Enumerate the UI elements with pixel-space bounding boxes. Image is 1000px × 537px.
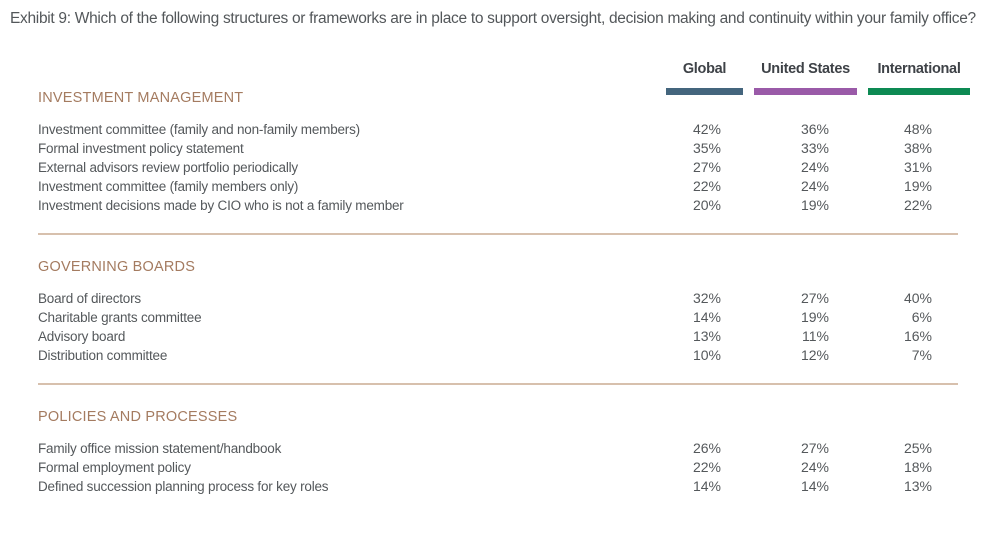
table-row: Advisory board 13% 11% 16% [38,327,970,346]
table-row: Charitable grants committee 14% 19% 6% [38,308,970,327]
section-governing-boards: GOVERNING BOARDS Board of directors 32% … [38,259,970,365]
column-header-row: Global United States International [38,60,970,95]
value-cell-united-states: 19% [800,308,829,325]
value-cell-international: 7% [911,346,932,363]
row-label: Formal investment policy statement [38,140,244,156]
row-label: Charitable grants committee [38,309,202,325]
value-cell-global: 27% [692,158,721,175]
section-heading: GOVERNING BOARDS [38,258,196,275]
value-cell-international: 19% [903,177,932,194]
row-label: External advisors review portfolio perio… [38,159,298,175]
international-underline-bar [868,87,970,95]
column-label-global: Global [682,60,727,77]
value-cell-united-states: 11% [802,327,829,344]
row-label: Distribution committee [38,347,168,363]
row-label: Family office mission statement/handbook [38,440,282,456]
value-cell-international: 38% [903,139,932,156]
table-row: Investment committee (family members onl… [38,177,970,196]
value-cell-global: 13% [692,327,721,344]
value-cell-global: 42% [692,120,721,137]
global-underline-bar [666,87,743,95]
section-investment-management: INVESTMENT MANAGEMENT Investment committ… [38,90,970,215]
section-heading: POLICIES AND PROCESSES [38,408,238,425]
value-cell-united-states: 24% [800,458,829,475]
column-header-united-states: United States [754,60,857,95]
table-row: External advisors review portfolio perio… [38,158,970,177]
value-cell-global: 26% [692,439,721,456]
value-cell-global: 14% [692,308,721,325]
value-cell-united-states: 12% [800,346,829,363]
value-cell-united-states: 24% [800,158,829,175]
section-heading: INVESTMENT MANAGEMENT [38,89,244,106]
table-row: Investment committee (family and non-fam… [38,120,970,139]
value-cell-international: 6% [911,308,932,325]
value-cell-global: 22% [692,177,721,194]
row-label: Advisory board [38,328,126,344]
column-header-global: Global [666,60,743,95]
section-divider [38,382,958,385]
row-label: Formal employment policy [38,459,191,475]
table-row: Distribution committee 10% 12% 7% [38,346,970,365]
value-cell-global: 32% [692,289,721,306]
table-row: Family office mission statement/handbook… [38,439,970,458]
column-label-international: International [877,60,961,77]
exhibit-table: Global United States International INVES… [0,60,1000,496]
value-cell-international: 31% [903,158,932,175]
row-label: Investment committee (family members onl… [38,178,299,194]
row-label: Investment committee (family and non-fam… [38,121,360,137]
value-cell-international: 16% [903,327,932,344]
value-cell-united-states: 27% [800,289,829,306]
value-cell-global: 22% [692,458,721,475]
value-cell-international: 40% [903,289,932,306]
value-cell-united-states: 24% [800,177,829,194]
value-cell-united-states: 36% [800,120,829,137]
value-cell-international: 13% [903,477,932,494]
table-row: Defined succession planning process for … [38,477,970,496]
row-label: Defined succession planning process for … [38,478,329,494]
column-header-international: International [868,60,970,95]
value-cell-global: 20% [692,196,721,213]
value-cell-united-states: 19% [800,196,829,213]
table-row: Formal employment policy 22% 24% 18% [38,458,970,477]
column-label-united-states: United States [761,60,850,77]
united-states-underline-bar [754,87,857,95]
table-row: Investment decisions made by CIO who is … [38,196,970,215]
row-label: Board of directors [38,290,141,306]
exhibit-title: Exhibit 9: Which of the following struct… [10,10,976,27]
table-row: Formal investment policy statement 35% 3… [38,139,970,158]
value-cell-united-states: 27% [800,439,829,456]
section-policies-and-processes: POLICIES AND PROCESSES Family office mis… [38,409,970,496]
value-cell-united-states: 14% [800,477,829,494]
value-cell-global: 35% [692,139,721,156]
value-cell-international: 25% [903,439,932,456]
value-cell-international: 22% [903,196,932,213]
value-cell-international: 18% [903,458,932,475]
value-cell-global: 10% [692,346,721,363]
section-divider [38,232,958,235]
table-row: Board of directors 32% 27% 40% [38,289,970,308]
value-cell-international: 48% [903,120,932,137]
value-cell-united-states: 33% [800,139,829,156]
value-cell-global: 14% [692,477,721,494]
row-label: Investment decisions made by CIO who is … [38,197,404,213]
